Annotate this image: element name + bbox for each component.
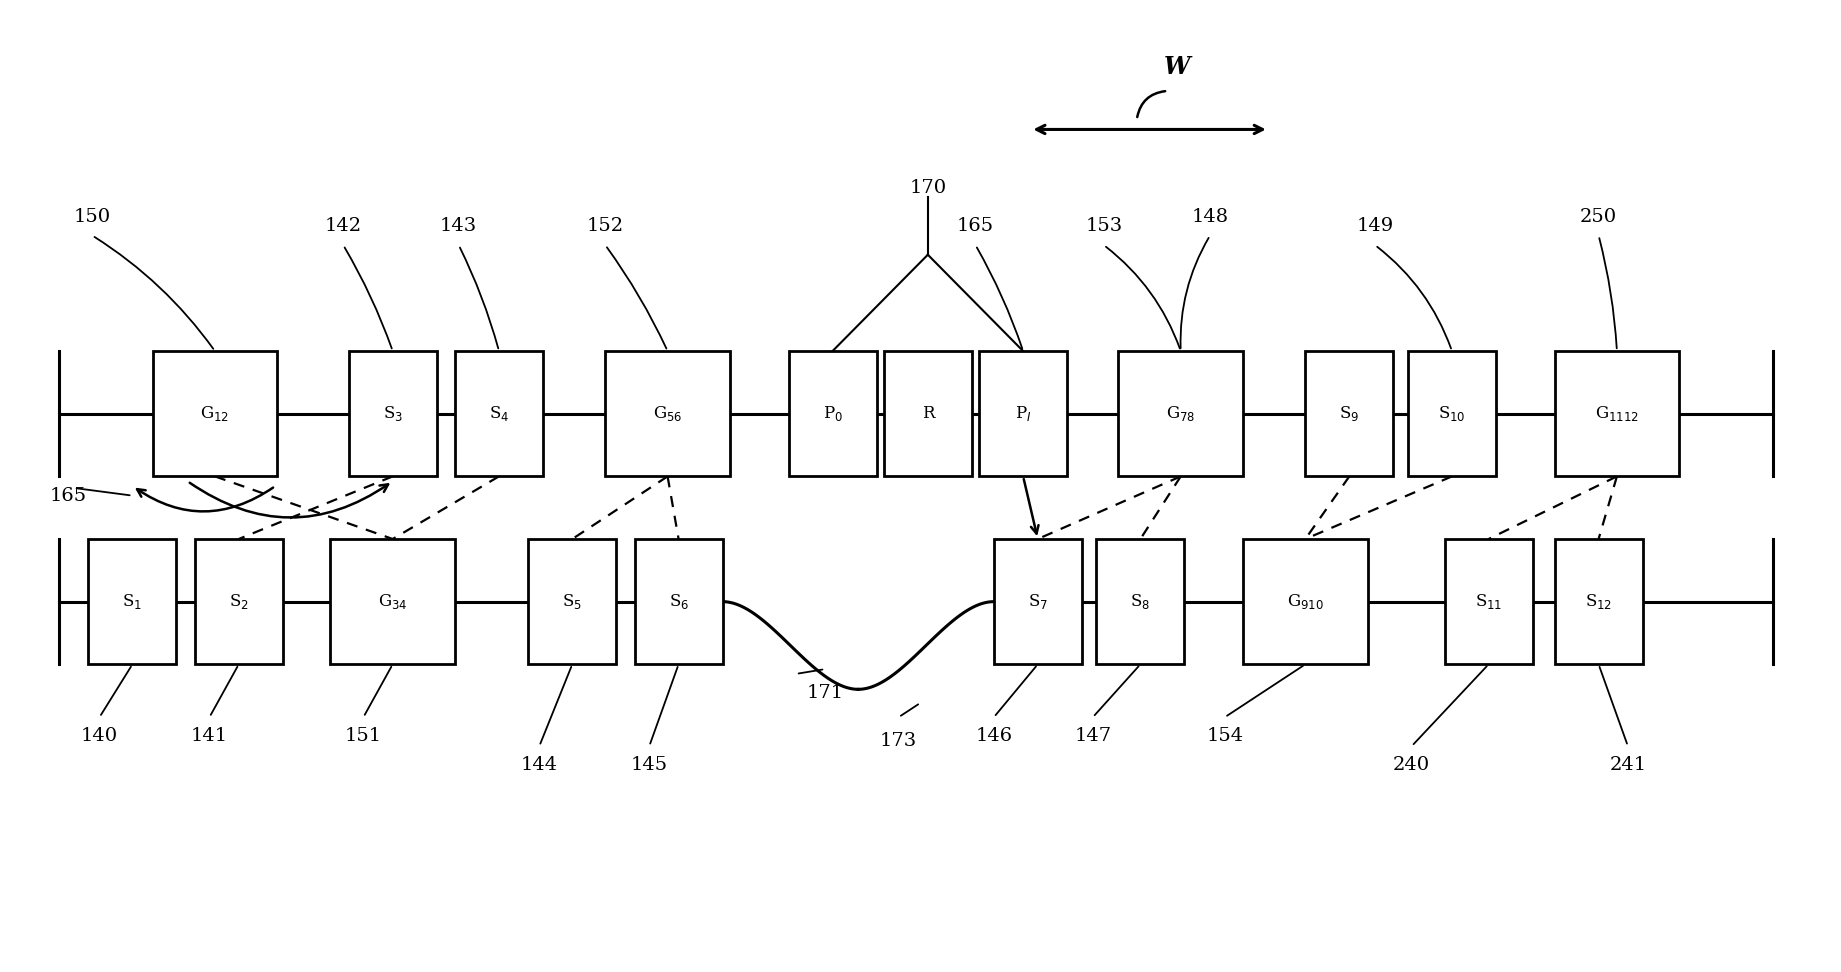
Text: 240: 240 [1394,756,1430,774]
FancyBboxPatch shape [348,351,436,476]
Text: G$_{12}$: G$_{12}$ [201,404,230,423]
Text: 154: 154 [1206,727,1243,745]
FancyBboxPatch shape [330,539,455,664]
Text: S$_{2}$: S$_{2}$ [228,592,249,611]
Text: P$_{0}$: P$_{0}$ [823,404,843,423]
Text: S$_{8}$: S$_{8}$ [1130,592,1151,611]
Text: 173: 173 [880,732,917,749]
FancyBboxPatch shape [788,351,876,476]
Text: 153: 153 [1084,218,1123,235]
FancyBboxPatch shape [979,351,1068,476]
Text: S$_{10}$: S$_{10}$ [1438,404,1465,423]
Text: 165: 165 [957,218,994,235]
FancyBboxPatch shape [88,539,177,664]
Text: 148: 148 [1191,208,1228,226]
Text: G$_{78}$: G$_{78}$ [1165,404,1195,423]
Text: R: R [922,405,933,422]
Text: S$_{4}$: S$_{4}$ [490,404,510,423]
Text: 142: 142 [324,218,363,235]
Text: 171: 171 [806,683,843,702]
FancyBboxPatch shape [1554,539,1642,664]
Text: G$_{1112}$: G$_{1112}$ [1594,404,1638,423]
Text: G$_{34}$: G$_{34}$ [377,592,407,611]
Text: 151: 151 [344,727,381,745]
Text: 144: 144 [521,756,558,774]
Text: S$_{9}$: S$_{9}$ [1338,404,1359,423]
FancyBboxPatch shape [635,539,722,664]
Text: 140: 140 [81,727,118,745]
Text: S$_{5}$: S$_{5}$ [562,592,582,611]
Text: W: W [1164,54,1191,79]
Text: S$_{12}$: S$_{12}$ [1585,592,1613,611]
Text: G$_{910}$: G$_{910}$ [1287,592,1324,611]
Text: 241: 241 [1609,756,1646,774]
Text: S$_{7}$: S$_{7}$ [1027,592,1048,611]
Text: S$_{1}$: S$_{1}$ [123,592,142,611]
Text: S$_{11}$: S$_{11}$ [1475,592,1502,611]
FancyBboxPatch shape [153,351,278,476]
Text: S$_{3}$: S$_{3}$ [383,404,403,423]
Text: 143: 143 [440,218,477,235]
Text: 147: 147 [1073,727,1112,745]
FancyBboxPatch shape [455,351,543,476]
Text: 145: 145 [631,756,668,774]
FancyBboxPatch shape [1097,539,1184,664]
Text: P$_{I}$: P$_{I}$ [1014,404,1031,423]
Text: 170: 170 [909,179,946,197]
FancyBboxPatch shape [994,539,1083,664]
FancyBboxPatch shape [195,539,284,664]
FancyBboxPatch shape [528,539,617,664]
Text: 141: 141 [191,727,228,745]
FancyBboxPatch shape [884,351,972,476]
FancyBboxPatch shape [1554,351,1679,476]
Text: 250: 250 [1580,208,1616,226]
Text: 146: 146 [976,727,1013,745]
FancyBboxPatch shape [606,351,729,476]
Text: G$_{56}$: G$_{56}$ [654,404,683,423]
Text: 165: 165 [50,487,87,504]
FancyBboxPatch shape [1408,351,1497,476]
Text: 149: 149 [1357,218,1394,235]
FancyBboxPatch shape [1445,539,1532,664]
Text: 152: 152 [587,218,624,235]
FancyBboxPatch shape [1119,351,1243,476]
Text: S$_{6}$: S$_{6}$ [668,592,689,611]
FancyBboxPatch shape [1243,539,1368,664]
Text: 150: 150 [74,208,110,226]
FancyBboxPatch shape [1305,351,1394,476]
